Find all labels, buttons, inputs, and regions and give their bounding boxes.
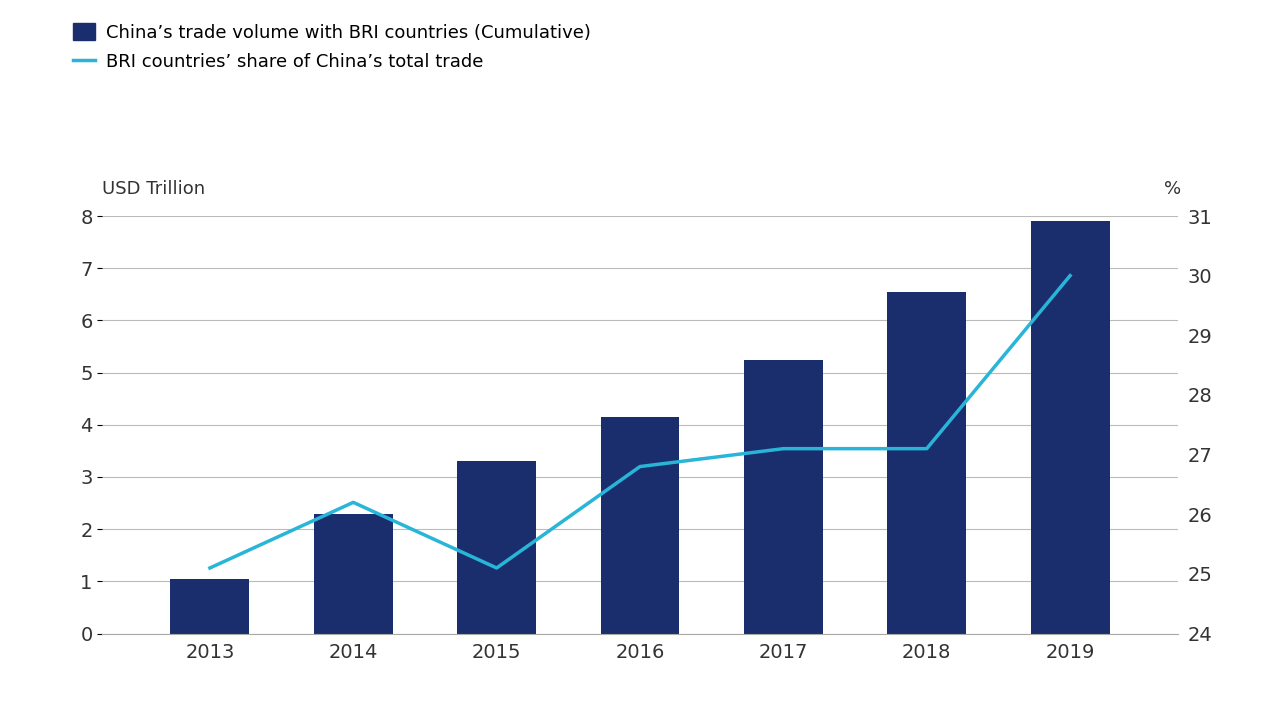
- Bar: [1030, 221, 1110, 634]
- Bar: [457, 462, 536, 634]
- Text: USD Trillion: USD Trillion: [102, 180, 206, 198]
- Bar: [314, 513, 393, 634]
- Bar: [744, 359, 823, 634]
- Bar: [170, 579, 250, 634]
- Legend: China’s trade volume with BRI countries (Cumulative), BRI countries’ share of Ch: China’s trade volume with BRI countries …: [73, 24, 590, 71]
- Bar: [887, 292, 966, 634]
- Text: %: %: [1165, 180, 1181, 198]
- Bar: [600, 417, 680, 634]
